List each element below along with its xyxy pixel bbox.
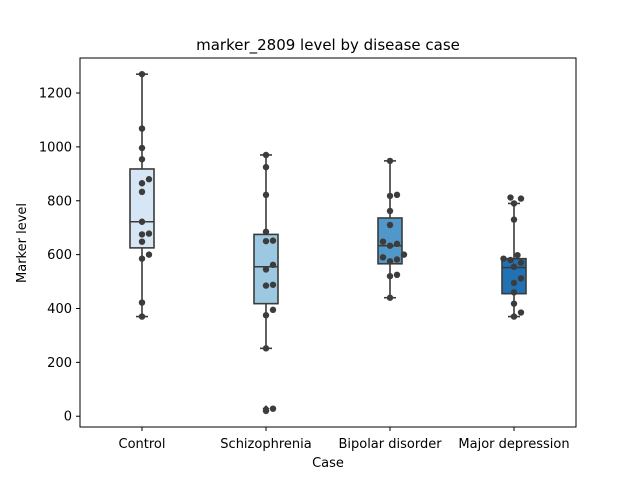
y-tick-label: 1000 <box>39 140 72 155</box>
data-point <box>262 237 270 245</box>
x-tick-label: Control <box>119 437 166 452</box>
data-point <box>269 306 277 314</box>
data-point <box>262 282 270 289</box>
data-point <box>507 256 514 264</box>
plot-frame <box>79 57 577 428</box>
data-point <box>510 200 518 207</box>
y-tick-label: 600 <box>47 248 72 263</box>
x-tick-label: Schizophrenia <box>220 437 311 452</box>
data-point <box>145 230 153 237</box>
y-tick-label: 800 <box>47 194 72 209</box>
data-point <box>510 313 518 320</box>
y-axis-label: Marker level <box>15 203 30 283</box>
y-tick-label: 1200 <box>39 87 72 102</box>
data-point <box>262 266 270 273</box>
data-point <box>262 228 270 235</box>
data-point <box>145 176 153 183</box>
data-point <box>510 279 518 287</box>
data-point <box>379 238 387 245</box>
data-point <box>138 299 146 306</box>
data-point <box>517 275 525 282</box>
data-point <box>138 144 146 152</box>
data-point <box>517 259 525 266</box>
data-point <box>510 289 518 296</box>
data-point <box>138 188 146 196</box>
data-point <box>393 191 401 199</box>
data-point <box>507 194 514 201</box>
data-point <box>262 151 270 159</box>
data-point <box>138 70 146 78</box>
data-point <box>510 300 518 307</box>
x-tick-label: Bipolar disorder <box>338 437 442 452</box>
data-point <box>517 309 525 316</box>
data-point <box>138 180 146 187</box>
data-point <box>138 238 146 245</box>
data-point <box>386 258 394 265</box>
data-point <box>262 163 270 171</box>
data-point <box>138 125 146 132</box>
data-point <box>386 242 394 249</box>
data-point <box>386 272 394 280</box>
data-point <box>269 281 277 288</box>
data-point <box>138 218 146 225</box>
chart-title: marker_2809 level by disease case <box>196 36 460 55</box>
data-point <box>514 251 521 259</box>
data-point <box>386 207 394 215</box>
data-point <box>386 294 394 301</box>
plot-area: 0 200 400 600 800 1000 1200 Control Schizophreni… <box>39 70 570 452</box>
data-point <box>510 263 518 270</box>
data-point <box>262 312 270 319</box>
data-point <box>138 231 146 238</box>
data-point <box>386 192 394 200</box>
x-tick-label: Major depression <box>458 437 569 452</box>
data-point <box>269 405 277 412</box>
data-point <box>393 271 401 279</box>
data-point <box>379 254 387 261</box>
data-point <box>269 237 277 244</box>
data-point <box>393 256 401 263</box>
data-point <box>510 216 518 223</box>
data-point <box>400 251 408 258</box>
data-point <box>386 157 394 165</box>
data-point <box>517 195 525 202</box>
data-point <box>138 313 146 320</box>
data-point <box>393 240 401 248</box>
data-point <box>138 255 146 262</box>
y-tick-label: 400 <box>47 302 72 317</box>
data-point <box>262 191 270 199</box>
data-point <box>386 221 394 229</box>
y-tick-label: 0 <box>64 410 72 425</box>
data-point <box>138 156 146 163</box>
y-tick-label: 200 <box>47 356 72 371</box>
data-point <box>269 261 277 269</box>
x-axis-label: Case <box>312 456 344 471</box>
data-point <box>262 345 270 352</box>
data-point <box>262 407 270 415</box>
data-point <box>145 251 153 258</box>
data-point <box>500 255 507 262</box>
